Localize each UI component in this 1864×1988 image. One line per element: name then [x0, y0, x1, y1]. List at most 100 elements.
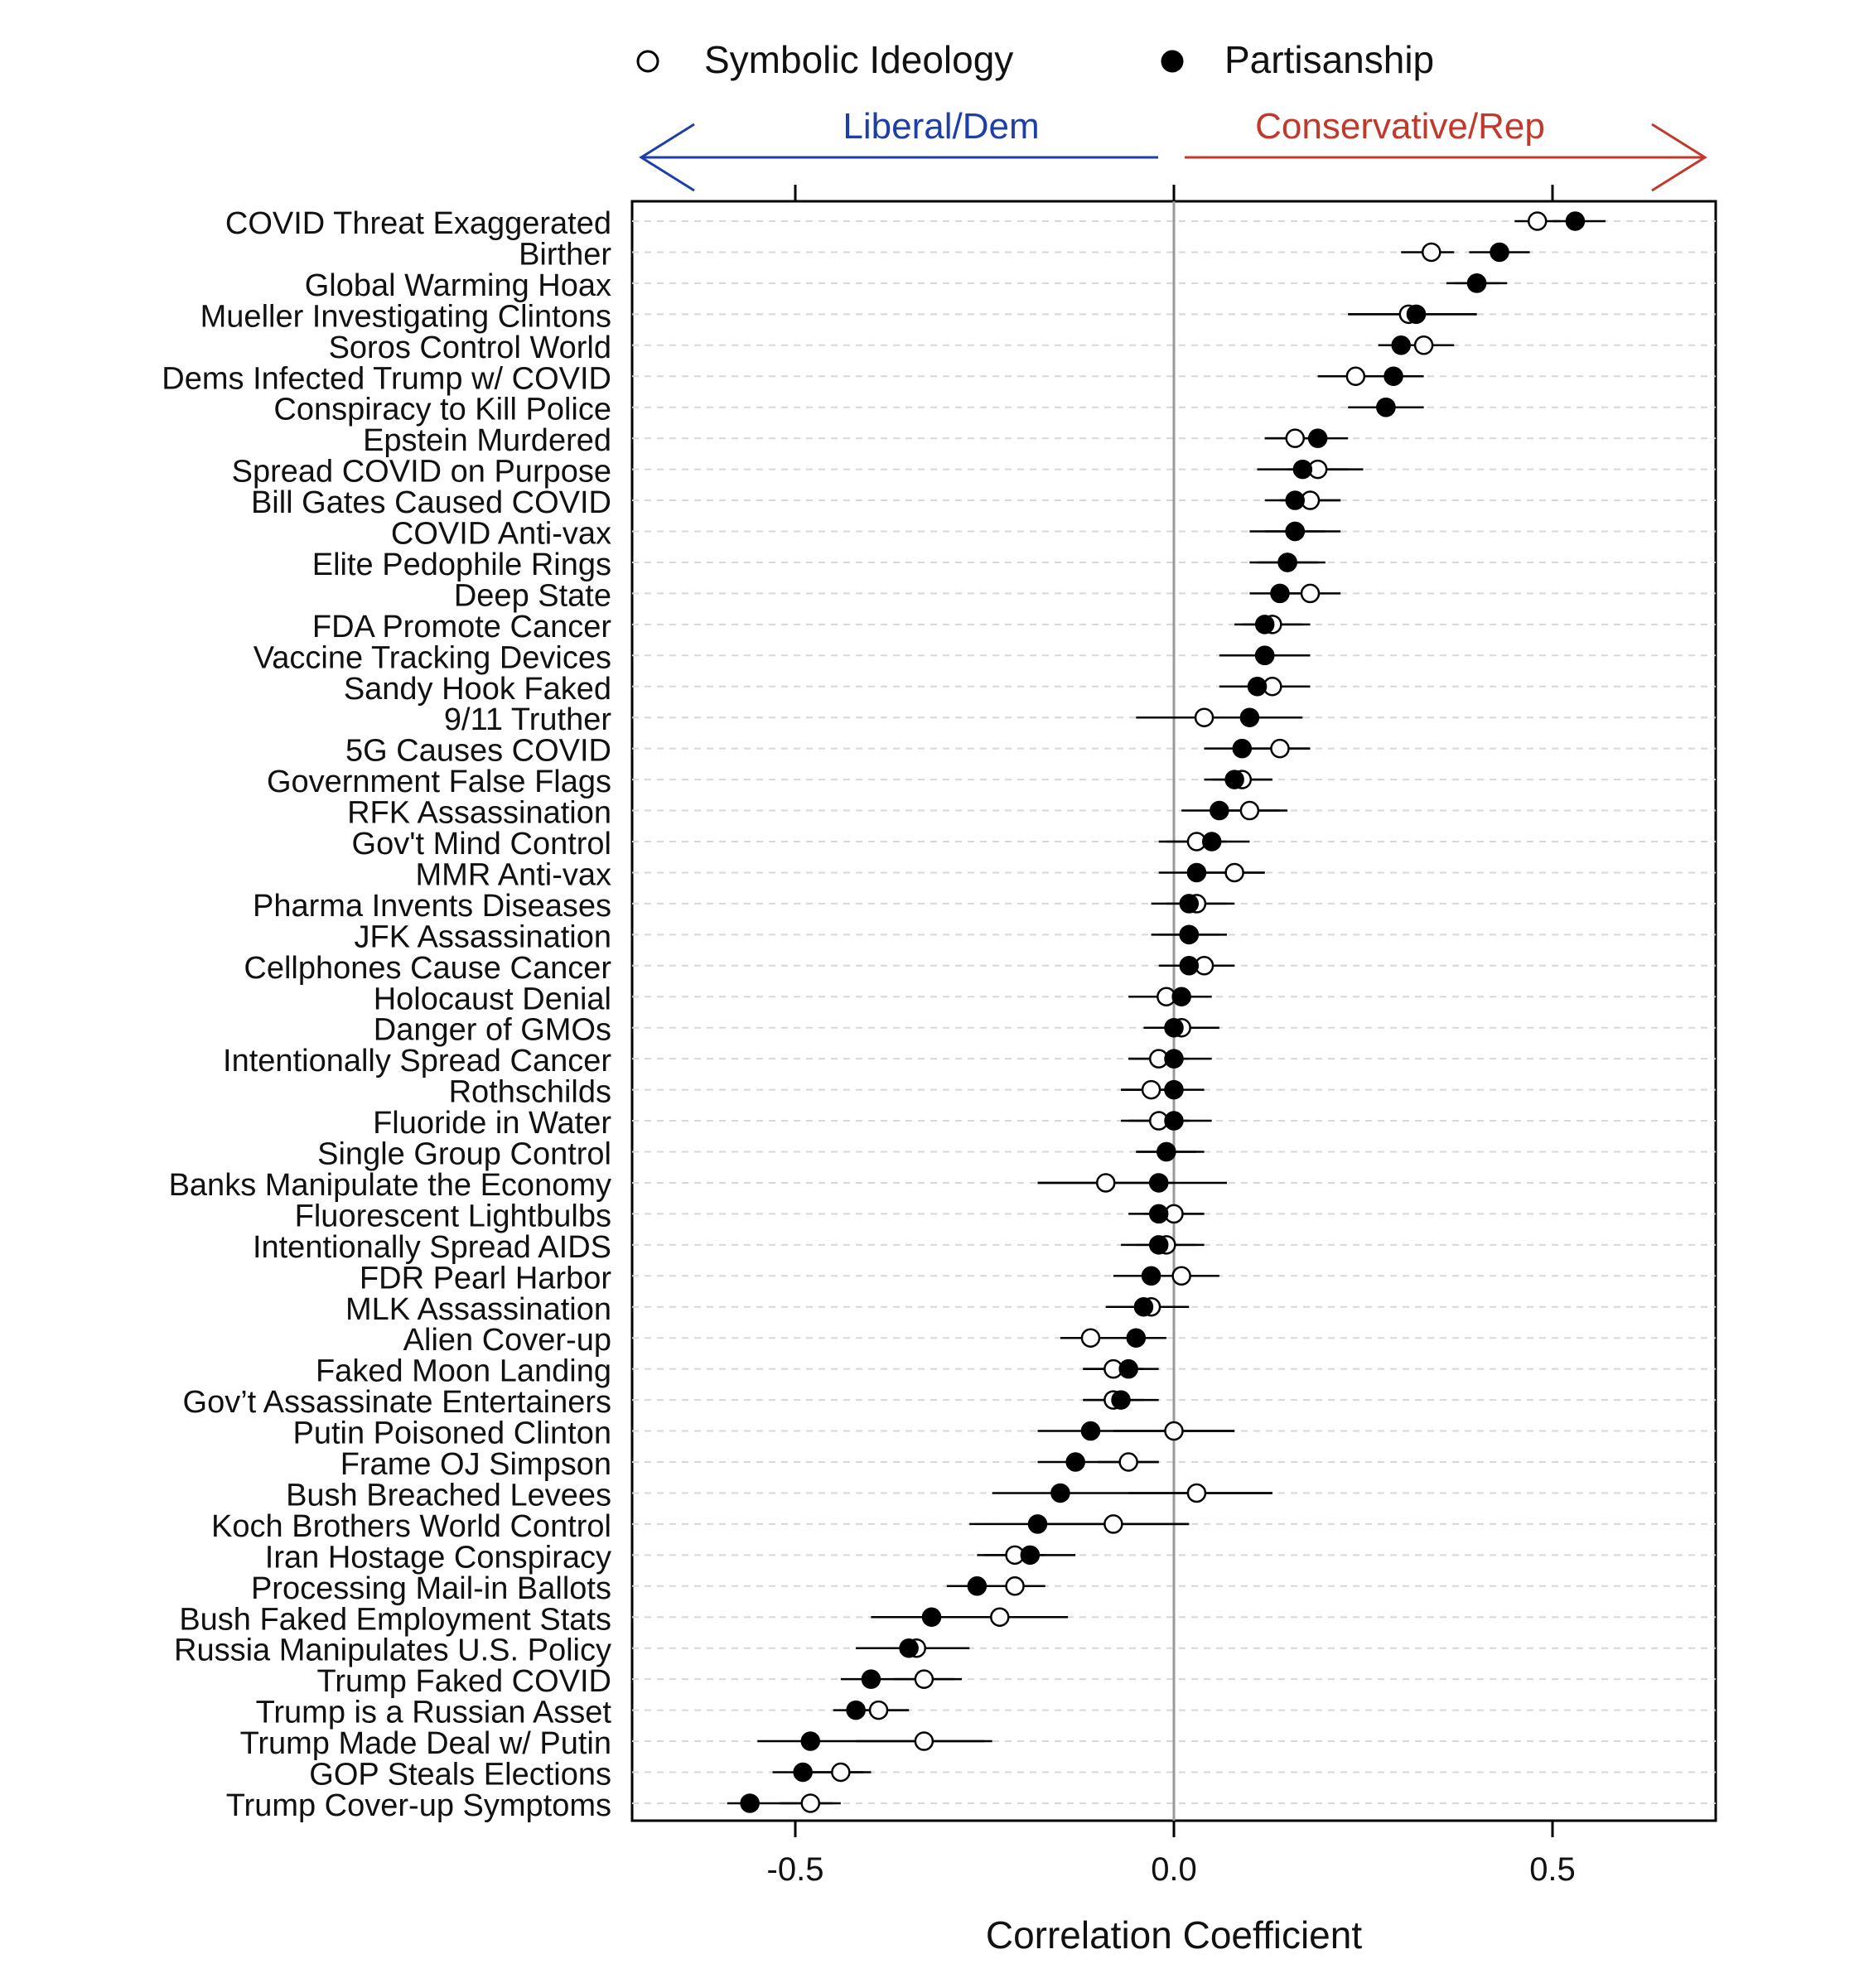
- direction-label-conservative: Conservative/Rep: [1255, 106, 1545, 147]
- y-tick-label: Dems Infected Trump w/ COVID: [162, 361, 611, 396]
- y-tick-label: Rothschilds: [449, 1075, 611, 1110]
- right-arrow-icon: [1185, 123, 1707, 192]
- point-partisanship: [899, 1638, 919, 1658]
- y-tick-label: Fluorescent Lightbulbs: [295, 1199, 611, 1233]
- y-tick-label: Vaccine Tracking Devices: [254, 640, 611, 675]
- point-partisanship: [1406, 304, 1427, 325]
- x-axis-title: Correlation Coefficient: [986, 1913, 1362, 1957]
- y-tick-label: Alien Cover-up: [403, 1323, 611, 1358]
- point-partisanship: [793, 1762, 813, 1783]
- point-partisanship: [1210, 800, 1229, 821]
- y-tick-label: Faked Moon Landing: [316, 1354, 611, 1389]
- point-symbolic-ideology: [1171, 1266, 1191, 1286]
- point-partisanship: [1179, 894, 1200, 914]
- point-partisanship: [1239, 707, 1260, 727]
- y-tick-label: Single Group Control: [317, 1137, 611, 1172]
- point-partisanship: [1164, 1111, 1184, 1131]
- point-partisanship: [1080, 1421, 1101, 1441]
- point-partisanship: [1164, 1049, 1184, 1069]
- point-partisanship: [1490, 242, 1509, 263]
- y-tick-label: FDA Promote Cancer: [312, 610, 611, 644]
- x-axis: -0.5 0.0 0.5: [767, 185, 1576, 1888]
- y-tick-label: Mueller Investigating Clintons: [200, 299, 611, 334]
- point-partisanship: [740, 1793, 760, 1813]
- y-tick-label: Deep State: [454, 578, 611, 613]
- y-tick-label: Government False Flags: [267, 765, 611, 799]
- y-tick-label: Gov't Mind Control: [352, 827, 611, 861]
- y-tick-label: Fluoride in Water: [373, 1106, 611, 1141]
- data-marks: [727, 211, 1606, 1813]
- point-partisanship: [921, 1607, 942, 1627]
- point-partisanship: [1565, 211, 1586, 231]
- y-tick-label: FDR Pearl Harbor: [360, 1261, 611, 1296]
- left-arrow-icon: [639, 123, 1158, 192]
- y-tick-label: Banks Manipulate the Economy: [169, 1168, 611, 1203]
- x-tick-label: 0.0: [1151, 1851, 1197, 1888]
- legend-filled-circle-icon: [1161, 50, 1184, 73]
- point-partisanship: [1065, 1452, 1085, 1472]
- point-partisanship: [1186, 862, 1207, 883]
- y-tick-label: Russia Manipulates U.S. Policy: [174, 1633, 611, 1668]
- point-symbolic-ideology: [1224, 862, 1244, 883]
- point-partisanship: [1133, 1297, 1154, 1317]
- point-partisanship: [1148, 1204, 1169, 1224]
- point-symbolic-ideology: [1413, 335, 1434, 355]
- y-tick-label: Trump Faked COVID: [317, 1664, 611, 1699]
- y-tick-label: Koch Brothers World Control: [211, 1509, 611, 1544]
- point-symbolic-ideology: [1345, 366, 1366, 386]
- y-tick-label: Intentionally Spread AIDS: [253, 1230, 611, 1265]
- point-partisanship: [1157, 1141, 1176, 1162]
- point-symbolic-ideology: [1422, 242, 1441, 263]
- point-partisanship: [1232, 738, 1253, 759]
- y-tick-label: Holocaust Denial: [374, 982, 611, 1016]
- y-tick-label: Birther: [519, 237, 611, 272]
- point-partisanship: [1020, 1545, 1041, 1566]
- direction-label-liberal: Liberal/Dem: [843, 106, 1039, 147]
- point-partisanship: [1179, 924, 1200, 945]
- y-tick-label: Trump is a Russian Asset: [256, 1696, 612, 1730]
- point-partisanship: [1126, 1328, 1147, 1348]
- y-tick-label: COVID Anti-vax: [391, 517, 611, 552]
- y-tick-label: Global Warming Hoax: [305, 268, 611, 303]
- point-symbolic-ideology: [1141, 1079, 1161, 1100]
- legend-open-circle-icon: [636, 50, 659, 73]
- point-partisanship: [1164, 1017, 1184, 1038]
- y-tick-label: Spread COVID on Purpose: [232, 455, 611, 490]
- point-partisanship: [1285, 490, 1305, 510]
- y-tick-label: Bush Faked Employment Stats: [179, 1602, 611, 1637]
- point-symbolic-ideology: [990, 1607, 1010, 1627]
- point-partisanship: [1292, 459, 1313, 480]
- y-tick-label: Pharma Invents Diseases: [253, 889, 611, 924]
- y-tick-label: Gov’t Assassinate Entertainers: [183, 1385, 611, 1420]
- y-tick-label: JFK Assassination: [355, 919, 611, 954]
- point-partisanship: [1384, 366, 1403, 386]
- legend: Symbolic Ideology Partisanship: [636, 38, 1434, 81]
- point-partisanship: [1164, 1079, 1184, 1100]
- point-symbolic-ideology: [800, 1793, 821, 1813]
- y-tick-label: Sandy Hook Faked: [344, 672, 611, 707]
- point-symbolic-ideology: [1527, 211, 1548, 231]
- point-symbolic-ideology: [1080, 1328, 1101, 1348]
- y-tick-label: Danger of GMOs: [374, 1013, 611, 1048]
- y-tick-label: MLK Assassination: [345, 1292, 611, 1327]
- y-tick-label: MMR Anti-vax: [416, 857, 611, 892]
- y-tick-label: Frame OJ Simpson: [340, 1447, 611, 1482]
- point-partisanship: [1148, 1235, 1169, 1255]
- point-partisanship: [1201, 832, 1222, 852]
- point-partisanship: [1376, 397, 1396, 417]
- point-partisanship: [1254, 645, 1275, 666]
- point-partisanship: [1179, 956, 1200, 976]
- x-tick-label: 0.5: [1529, 1851, 1576, 1888]
- point-partisanship: [1391, 335, 1411, 355]
- y-tick-label: Intentionally Spread Cancer: [223, 1044, 611, 1078]
- y-tick-label: Soros Control World: [329, 331, 611, 365]
- y-tick-label: Iran Hostage Conspiracy: [265, 1540, 611, 1575]
- point-symbolic-ideology: [1285, 428, 1305, 448]
- point-partisanship: [1027, 1514, 1048, 1534]
- point-symbolic-ideology: [1300, 583, 1321, 604]
- y-tick-label: Bush Breached Levees: [286, 1478, 611, 1513]
- y-tick-label: Putin Poisoned Clinton: [293, 1416, 611, 1451]
- point-symbolic-ideology: [1103, 1514, 1123, 1534]
